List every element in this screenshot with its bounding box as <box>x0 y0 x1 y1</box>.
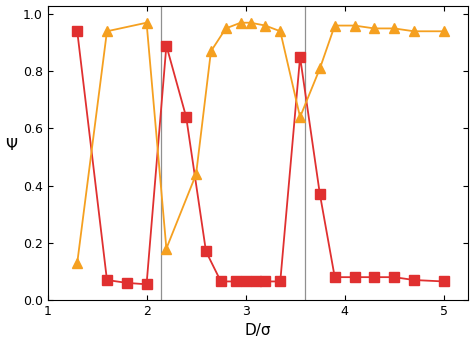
Y-axis label: Ψ: Ψ <box>6 138 18 153</box>
X-axis label: D/σ: D/σ <box>245 323 271 338</box>
